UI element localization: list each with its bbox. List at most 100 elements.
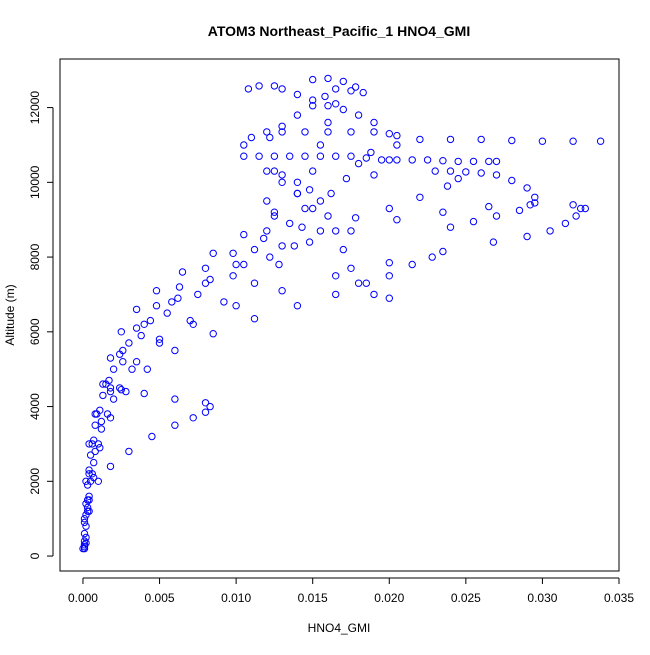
data-point xyxy=(106,354,115,362)
data-point xyxy=(301,128,309,136)
data-point xyxy=(347,152,355,160)
data-point xyxy=(316,141,325,149)
data-point xyxy=(171,421,179,429)
data-point xyxy=(171,346,179,355)
data-point xyxy=(82,533,90,542)
data-point xyxy=(393,131,401,140)
data-point xyxy=(94,440,103,448)
data-point xyxy=(80,541,89,549)
data-point xyxy=(577,204,585,213)
y-axis-label: Altitude (m) xyxy=(3,284,17,345)
data-point xyxy=(201,264,210,272)
data-point xyxy=(431,167,439,175)
data-point xyxy=(270,82,279,90)
data-point xyxy=(351,214,360,222)
data-point xyxy=(106,387,115,396)
data-point xyxy=(347,128,355,136)
data-point xyxy=(428,253,436,261)
data-point xyxy=(240,141,248,149)
data-series xyxy=(80,199,585,549)
data-point xyxy=(266,133,274,142)
data-point xyxy=(293,111,302,119)
data-point xyxy=(85,507,93,515)
data-point xyxy=(137,331,145,340)
data-point xyxy=(385,259,393,267)
data-point xyxy=(327,189,335,198)
data-point xyxy=(132,305,141,314)
data-point xyxy=(339,245,347,254)
data-point xyxy=(492,212,501,220)
data-point xyxy=(229,249,237,258)
data-point xyxy=(309,167,317,175)
x-axis: 0.000 0.005 0.010 0.015 0.020 0.025 0.030 0.035 xyxy=(68,577,634,605)
data-point xyxy=(526,201,534,209)
data-point xyxy=(119,346,127,355)
data-point xyxy=(96,406,104,414)
data-point xyxy=(332,227,340,235)
data-point xyxy=(122,387,130,396)
data-point xyxy=(82,477,90,485)
data-point xyxy=(278,178,286,187)
data-point xyxy=(270,152,279,160)
data-point xyxy=(125,447,133,456)
data-point xyxy=(178,268,187,276)
data-point xyxy=(189,414,197,422)
data-point xyxy=(354,111,363,119)
data-point xyxy=(255,152,263,160)
data-series xyxy=(240,128,605,149)
data-point xyxy=(454,174,462,183)
data-point xyxy=(88,470,96,478)
x-tick-label: 0.010 xyxy=(221,591,251,605)
data-point xyxy=(347,264,355,272)
data-point xyxy=(332,272,340,280)
data-series xyxy=(244,82,401,179)
data-point xyxy=(370,290,378,299)
data-point xyxy=(194,290,202,299)
data-point xyxy=(339,77,347,86)
data-point xyxy=(263,227,271,235)
data-point xyxy=(250,245,259,254)
x-tick-label: 0.005 xyxy=(145,591,175,605)
data-point xyxy=(523,184,531,192)
data-point xyxy=(206,275,214,284)
data-point xyxy=(385,294,393,302)
data-point xyxy=(569,201,577,209)
data-series xyxy=(263,167,393,302)
data-point xyxy=(462,168,470,176)
data-point xyxy=(393,156,401,164)
data-point xyxy=(125,339,133,347)
data-point xyxy=(83,507,92,515)
data-point xyxy=(117,386,126,394)
data-point xyxy=(531,193,539,202)
data-point xyxy=(367,148,375,157)
data-point xyxy=(508,176,516,185)
data-point xyxy=(332,152,340,160)
data-point xyxy=(439,247,447,256)
data-point xyxy=(174,294,182,302)
data-series xyxy=(82,204,589,542)
data-point xyxy=(546,227,554,235)
data-point xyxy=(99,391,107,400)
data-series xyxy=(80,100,340,553)
data-point xyxy=(148,432,156,441)
data-point xyxy=(515,206,524,215)
data-point xyxy=(324,102,332,110)
data-point xyxy=(91,447,99,456)
plot-frame xyxy=(59,58,620,572)
x-axis-label: HNO4_GMI xyxy=(308,621,371,635)
data-points xyxy=(79,74,605,553)
data-point xyxy=(128,365,136,373)
data-point xyxy=(332,290,340,299)
data-point xyxy=(97,425,106,433)
data-point xyxy=(385,272,393,280)
data-point xyxy=(201,408,210,416)
data-point xyxy=(362,279,370,287)
data-point xyxy=(370,118,378,127)
data-point xyxy=(250,315,259,323)
data-series xyxy=(79,148,375,553)
data-point xyxy=(80,515,89,523)
data-point xyxy=(152,302,161,310)
data-point xyxy=(105,376,113,385)
